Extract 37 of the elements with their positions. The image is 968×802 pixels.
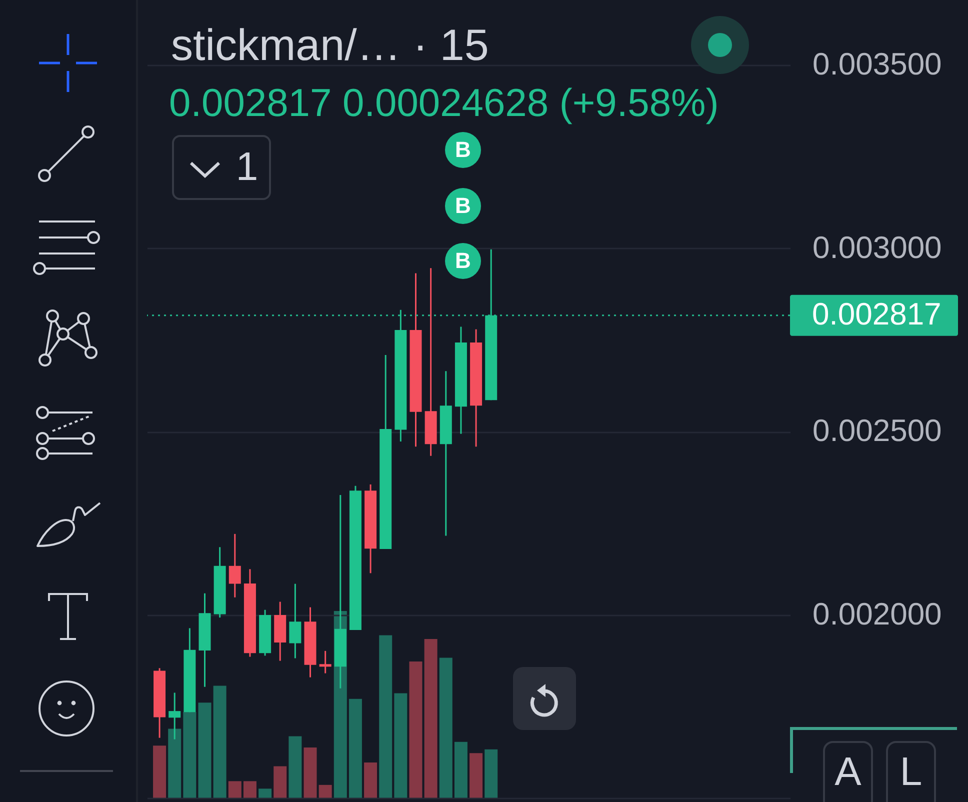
annotation: B (445, 243, 481, 279)
bar (243, 781, 256, 798)
ref-line-label: 0.002817 (812, 296, 942, 332)
bar (364, 762, 378, 798)
bar (258, 788, 272, 798)
bar (304, 748, 317, 798)
bar (454, 742, 468, 798)
bar (379, 635, 392, 798)
candlestick (289, 583, 302, 659)
bar (213, 686, 226, 798)
candlestick (228, 533, 241, 598)
candlestick (319, 650, 332, 674)
bar (484, 749, 498, 798)
text: A (834, 750, 862, 794)
bar (288, 736, 302, 798)
text: 0.002817 0.00024628 (+9.58%) (169, 82, 719, 125)
y-tick-label: 0.003500 (812, 46, 942, 82)
bar (470, 753, 483, 798)
text: L (900, 750, 922, 794)
y-tick-label: 0.002000 (812, 596, 942, 632)
text: stickman/… · 15 (171, 21, 489, 70)
bar (228, 781, 242, 798)
bar (318, 784, 332, 798)
annotation: 1 (236, 145, 258, 189)
annotation: B (445, 132, 481, 168)
bar (348, 698, 362, 798)
bar (439, 658, 452, 798)
bar (168, 728, 182, 798)
bar (153, 746, 166, 798)
bar (409, 661, 422, 798)
bar (424, 639, 438, 798)
y-tick-label: 0.003000 (812, 230, 942, 265)
bar (274, 766, 287, 798)
y-tick-label: 0.002500 (812, 413, 942, 448)
bar (198, 702, 212, 798)
annotation: B (445, 188, 481, 224)
bar (394, 693, 408, 798)
